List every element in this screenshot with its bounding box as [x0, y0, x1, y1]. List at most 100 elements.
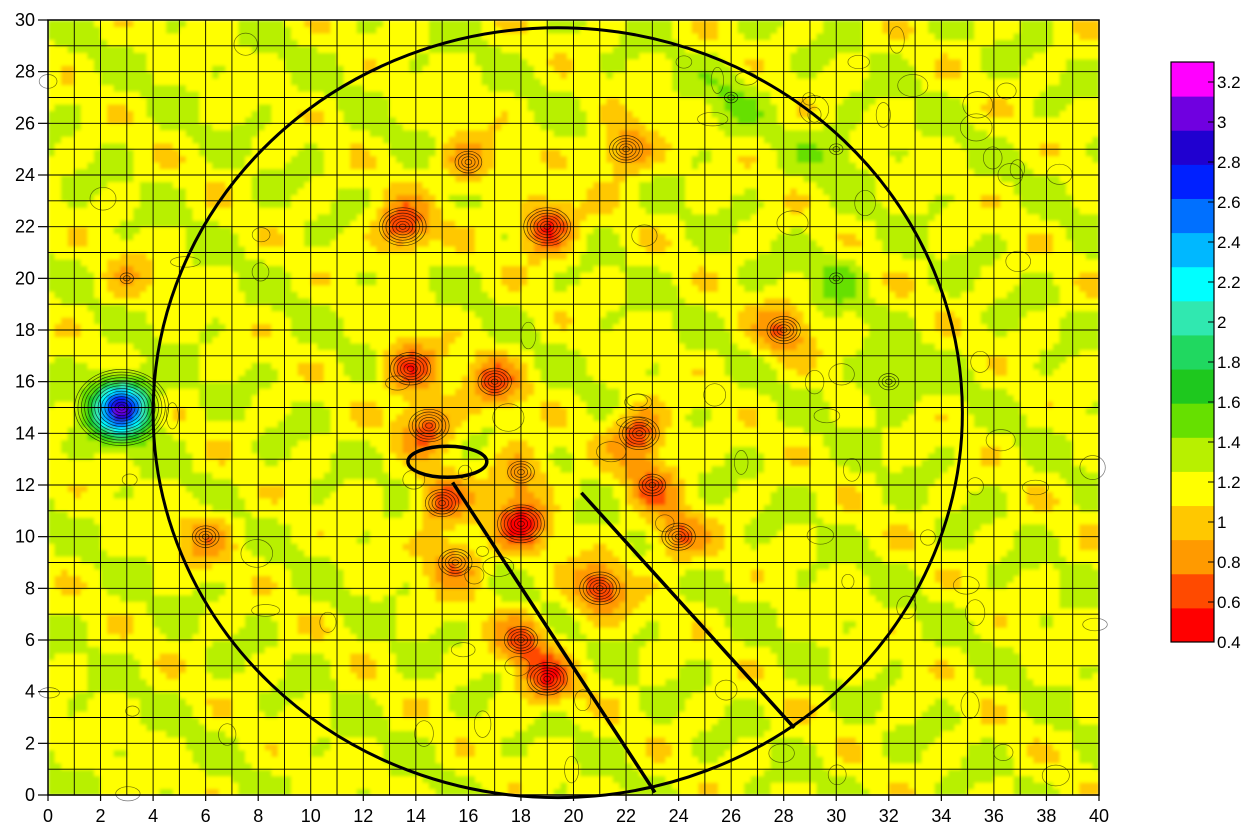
heat-cell: [54, 401, 62, 409]
heat-cell: [179, 258, 187, 267]
heat-cell: [212, 265, 220, 273]
heat-cell: [54, 568, 62, 577]
heat-cell: [80, 39, 89, 47]
heat-cell: [310, 265, 318, 273]
heat-cell: [304, 659, 312, 667]
heat-cell: [80, 226, 89, 234]
heat-cell: [212, 213, 220, 221]
heat-cell: [304, 646, 312, 654]
heat-cell: [133, 355, 141, 363]
heat-cell: [264, 588, 272, 596]
heat-cell: [120, 271, 128, 279]
heat-cell: [231, 562, 240, 570]
heat-cell: [139, 200, 148, 208]
heat-cell: [107, 556, 115, 564]
heat-cell: [225, 91, 233, 99]
heat-cell: [251, 213, 259, 221]
heat-cell: [258, 45, 266, 53]
heat-cell: [192, 788, 200, 796]
heat-cell: [159, 627, 167, 635]
heat-cell: [199, 730, 207, 738]
heat-cell: [107, 129, 115, 137]
heat-cell: [238, 116, 246, 124]
heat-cell: [61, 736, 69, 744]
heat-cell: [179, 91, 187, 99]
heat-cell: [199, 691, 207, 699]
heat-cell: [264, 91, 272, 99]
heat-cell: [61, 323, 69, 331]
heat-cell: [107, 685, 115, 693]
heat-cell: [185, 485, 194, 493]
heat-cell: [199, 233, 207, 241]
heat-cell: [120, 478, 128, 486]
heat-cell: [251, 601, 259, 609]
heat-cell: [67, 730, 75, 738]
heat-cell: [61, 472, 69, 480]
heat-cell: [67, 672, 75, 680]
heat-cell: [245, 594, 253, 602]
heat-cell: [61, 200, 69, 208]
heat-cell: [212, 32, 220, 40]
heat-cell: [238, 220, 246, 228]
heat-cell: [100, 485, 108, 493]
heat-cell: [271, 175, 279, 183]
heat-cell: [192, 769, 200, 777]
heat-cell: [80, 413, 89, 422]
heat-cell: [100, 704, 108, 712]
heat-cell: [245, 678, 253, 686]
heat-cell: [231, 246, 240, 254]
heat-cell: [61, 116, 69, 124]
heat-cell: [153, 568, 161, 577]
heat-cell: [277, 258, 286, 267]
heat-cell: [107, 562, 115, 570]
heat-cell: [218, 536, 226, 544]
heat-cell: [166, 568, 174, 577]
heat-cell: [80, 149, 89, 157]
heat-cell: [93, 646, 102, 654]
heat-cell: [238, 97, 246, 105]
heat-cell: [133, 116, 141, 124]
heat-cell: [291, 633, 299, 641]
heat-cell: [225, 691, 233, 699]
heat-cell: [74, 614, 82, 622]
heat-cell: [277, 39, 286, 47]
heat-cell: [74, 562, 82, 570]
heat-cell: [291, 175, 299, 183]
heat-cell: [139, 394, 148, 402]
heat-cell: [113, 762, 121, 770]
heat-cell: [61, 388, 69, 396]
heat-cell: [87, 297, 95, 305]
heat-cell: [310, 775, 318, 783]
heat-cell: [159, 665, 167, 673]
heat-cell: [107, 627, 115, 635]
heat-cell: [284, 71, 292, 79]
heat-cell: [166, 433, 174, 441]
heat-cell: [172, 58, 180, 66]
heat-cell: [258, 187, 266, 195]
heat-cell: [291, 523, 299, 531]
heat-cell: [146, 207, 154, 215]
heat-cell: [264, 478, 272, 486]
heat-cell: [212, 543, 220, 551]
heat-cell: [317, 568, 325, 577]
heat-cell: [225, 136, 233, 144]
heat-cell: [80, 788, 89, 796]
heat-cell: [107, 181, 115, 189]
heat-cell: [205, 149, 213, 157]
heat-cell: [212, 478, 220, 486]
heat-cell: [67, 646, 75, 654]
heat-cell: [54, 304, 62, 312]
heat-cell: [54, 368, 62, 376]
heat-cell: [61, 672, 69, 680]
heat-cell: [245, 517, 253, 525]
heat-cell: [93, 523, 102, 531]
heat-cell: [238, 478, 246, 486]
heat-cell: [251, 52, 259, 60]
heat-cell: [113, 226, 121, 234]
heat-cell: [93, 181, 102, 189]
heat-cell: [166, 330, 174, 338]
heat-cell: [67, 575, 75, 583]
heat-cell: [179, 362, 187, 370]
heat-cell: [93, 213, 102, 221]
heat-cell: [192, 304, 200, 312]
